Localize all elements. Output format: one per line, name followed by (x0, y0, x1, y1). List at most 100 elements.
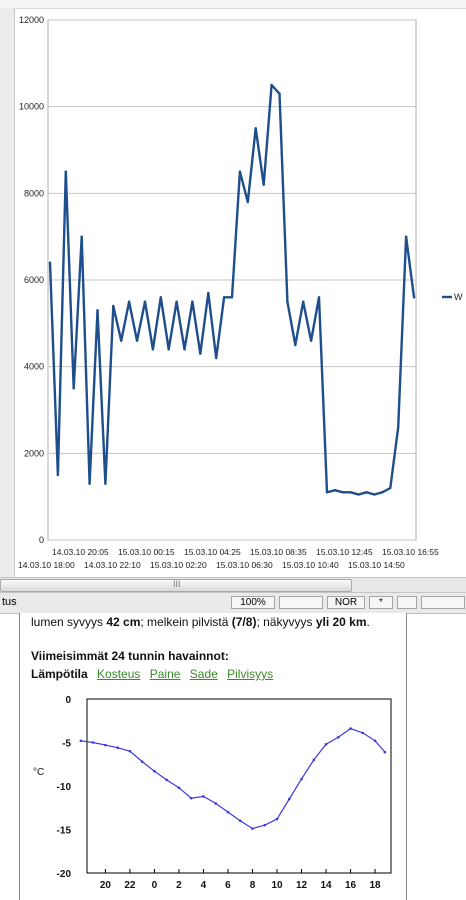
snow-depth-value: 42 cm (106, 615, 141, 629)
temp-data-point (177, 786, 181, 790)
data-point (96, 309, 99, 312)
temp-data-point (128, 749, 132, 753)
temp-x-tick-label: 16 (345, 880, 357, 891)
temp-data-point (202, 795, 205, 798)
temp-data-point (140, 760, 144, 763)
temp-data-point (153, 769, 156, 773)
data-point (341, 491, 344, 494)
weather-summary-line: lumen syvyys 42 cm; melkein pilvistä (7/… (31, 615, 370, 629)
data-point (80, 235, 83, 238)
x-tick-label-row1: 15.03.10 16:55 (382, 547, 439, 557)
data-point (222, 296, 226, 299)
y-tick-label: 12000 (19, 15, 44, 25)
y-tick-label: 2000 (24, 448, 44, 458)
data-point (270, 83, 273, 87)
temp-x-tick-label: 2 (176, 880, 182, 891)
data-point (64, 170, 68, 173)
x-tick-label-row1: 15.03.10 00:15 (118, 547, 175, 557)
x-tick-label-row1: 15.03.10 04:25 (184, 547, 241, 557)
temp-data-point (91, 741, 95, 744)
data-point (143, 300, 147, 303)
data-point (246, 200, 250, 204)
temp-data-point (287, 797, 291, 801)
horizontal-scrollbar[interactable]: III (0, 577, 466, 593)
visibility-value: yli 20 km (315, 615, 367, 629)
tab-pressure[interactable]: Paine (149, 667, 181, 681)
data-point (191, 300, 194, 303)
data-point (309, 339, 313, 342)
insert-mode-indicator[interactable]: NOR (327, 596, 365, 609)
temp-data-point (189, 796, 193, 800)
data-point (317, 296, 321, 299)
data-point (238, 170, 242, 173)
data-point (294, 343, 297, 347)
data-point (389, 486, 392, 490)
data-point (325, 491, 329, 494)
data-point (349, 491, 352, 494)
temp-data-point (324, 742, 328, 746)
temp-x-tick-label: 18 (370, 880, 382, 891)
temp-y-axis-label: °C (33, 767, 44, 778)
status-field-empty-3 (421, 596, 465, 609)
temp-series-line (80, 727, 386, 830)
modified-indicator: * (369, 596, 393, 609)
row-header-ruler (0, 8, 15, 588)
temp-x-tick-label: 12 (296, 880, 308, 891)
data-point (412, 296, 416, 299)
data-point (396, 426, 400, 429)
summary-text-1: lumen syvyys (31, 615, 107, 629)
temp-data-point (214, 802, 218, 805)
temp-data-point (263, 823, 267, 827)
temp-x-tick-label: 4 (201, 880, 207, 891)
spreadsheet-top-strip (0, 0, 466, 9)
temp-data-point (383, 750, 387, 754)
temp-data-point (116, 746, 119, 750)
data-point (214, 356, 218, 360)
data-point (104, 482, 107, 485)
temp-data-point (373, 739, 377, 743)
data-point (373, 493, 376, 496)
temp-x-tick-label: 10 (271, 880, 283, 891)
x-tick-label-row1: 14.03.10 20:05 (52, 547, 109, 557)
zoom-level[interactable]: 100% (231, 596, 275, 609)
data-point (72, 387, 75, 390)
data-point (56, 473, 60, 477)
temp-data-point (336, 735, 340, 739)
temp-data-point (361, 731, 365, 735)
observations-heading: Viimeisimmät 24 tunnin havainnot: (31, 649, 229, 663)
temperature-chart: 0 -5 -10 -15 -20 °C 20 22 0 2 4 6 8 10 12 14 16 18 (33, 695, 392, 891)
summary-text-4: . (366, 615, 370, 629)
weather-web-panel: lumen syvyys 42 cm; melkein pilvistä (7/… (19, 613, 407, 900)
data-point (365, 491, 368, 494)
temp-y-tick-label: -10 (57, 782, 72, 793)
data-point (381, 491, 384, 494)
y-tick-label: 10000 (19, 102, 44, 112)
data-point (262, 183, 265, 186)
tab-cloudiness[interactable]: Pilvisyys (227, 667, 274, 681)
temp-data-point (251, 827, 254, 830)
temp-x-tick-label: 22 (124, 880, 136, 891)
temp-y-tick-label: 0 (65, 695, 71, 706)
x-tick-label-row1: 15.03.10 08:35 (250, 547, 307, 557)
scrollbar-thumb[interactable]: III (0, 579, 352, 592)
temp-data-point (312, 758, 316, 762)
temp-x-tick-label: 8 (250, 880, 256, 891)
x-tick-label-row2: 15.03.10 02:20 (150, 560, 207, 570)
data-point (333, 488, 337, 492)
data-point (357, 493, 360, 496)
y-tick-label: 4000 (24, 362, 44, 372)
scrollbar-grip-icon: III (173, 579, 181, 589)
x-tick-label-row2: 14.03.10 18:00 (18, 560, 75, 570)
temp-data-point (226, 810, 230, 814)
data-point (286, 300, 289, 303)
data-point (199, 352, 202, 355)
temp-data-point (349, 727, 352, 730)
data-point (183, 348, 186, 351)
data-point (278, 92, 281, 95)
tab-humidity[interactable]: Kosteus (97, 667, 141, 681)
temp-x-tick-label: 14 (320, 880, 332, 891)
tab-precipitation[interactable]: Sade (189, 667, 218, 681)
data-point (151, 348, 155, 351)
summary-text-3: ; näkyvyys (256, 615, 316, 629)
temp-data-point (238, 819, 242, 823)
